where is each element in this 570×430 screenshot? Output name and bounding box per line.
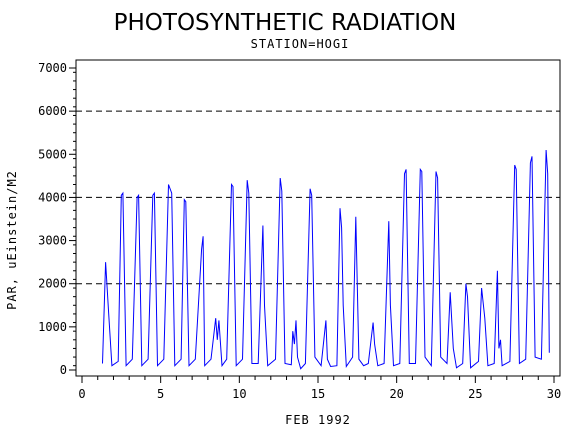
x-tick-label: 15 [311, 387, 325, 401]
y-tick-label: 5000 [38, 147, 67, 161]
x-tick-label: 20 [389, 387, 403, 401]
chart-title: PHOTOSYNTHETIC RADIATION [114, 10, 457, 36]
y-axis-label: PAR, uEinstein/M2 [5, 170, 19, 310]
y-tick-label: 2000 [38, 277, 67, 291]
x-tick-label: 5 [157, 387, 164, 401]
x-axis-label: FEB 1992 [285, 413, 351, 427]
y-axis: 0 1000 2000 3000 4000 5000 6000 7000 [38, 61, 76, 377]
reference-lines [76, 110, 560, 285]
y-tick-label: 1000 [38, 320, 67, 334]
x-tick-label: 25 [468, 387, 482, 401]
chart-subtitle: STATION=HOGI [251, 37, 350, 51]
y-tick-label: 7000 [38, 61, 67, 75]
y-tick-label: 0 [60, 363, 67, 377]
x-tick-label: 0 [78, 387, 85, 401]
x-axis: 0 5 10 15 20 25 30 [78, 376, 561, 401]
y-tick-label: 3000 [38, 234, 67, 248]
series-line [102, 149, 550, 370]
y-tick-label: 6000 [38, 104, 67, 118]
x-tick-label: 10 [232, 387, 246, 401]
x-tick-label: 30 [547, 387, 561, 401]
y-tick-label: 4000 [38, 190, 67, 204]
